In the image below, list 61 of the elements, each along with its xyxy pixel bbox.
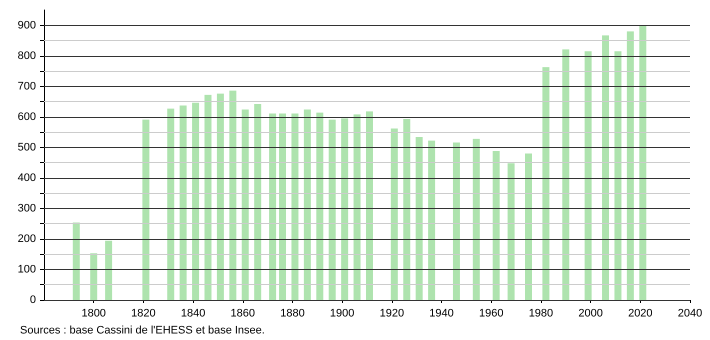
bar <box>584 51 592 300</box>
bar <box>316 112 324 300</box>
bar <box>90 253 98 300</box>
bar <box>291 113 298 300</box>
x-tick-label: 1820 <box>131 308 156 320</box>
x-tick-label: 1940 <box>429 308 454 320</box>
x-tick-label: 2020 <box>628 308 653 320</box>
bar <box>492 151 500 300</box>
bar <box>602 35 610 300</box>
bar <box>354 114 361 300</box>
bar <box>204 94 212 300</box>
x-tick-label: 1980 <box>528 308 554 320</box>
bar <box>192 102 200 300</box>
bar <box>366 111 373 300</box>
y-tick-label: 600 <box>18 110 36 123</box>
bar <box>72 222 80 300</box>
bar <box>105 240 112 300</box>
bar <box>229 90 236 300</box>
bar <box>142 120 150 300</box>
bar <box>614 51 622 300</box>
bar <box>542 67 550 300</box>
bar <box>216 94 224 300</box>
bar <box>562 49 570 300</box>
y-tick-label: 0 <box>30 294 36 306</box>
bar <box>416 136 423 300</box>
y-tick-label: 900 <box>18 19 36 32</box>
y-tick-label: 100 <box>18 263 36 276</box>
x-tick-label: 1920 <box>380 308 404 320</box>
bar <box>341 118 348 300</box>
bar <box>403 118 410 300</box>
bar <box>626 31 634 300</box>
y-tick-label: 400 <box>18 172 36 184</box>
x-tick-label: 1900 <box>330 308 354 320</box>
y-tick-label: 300 <box>18 202 36 214</box>
bar <box>472 138 480 300</box>
y-tick-label: 700 <box>18 80 36 92</box>
y-tick-label: 800 <box>18 50 36 62</box>
bar <box>525 153 532 300</box>
bar <box>508 163 515 300</box>
y-tick-label: 500 <box>18 141 36 154</box>
y-tick-label: 200 <box>18 232 36 245</box>
bar <box>269 113 276 300</box>
x-tick-label: 2040 <box>678 308 702 320</box>
bar <box>328 120 336 300</box>
bar <box>180 106 187 300</box>
source-note: Sources : base Cassini de l'EHESS et base Insee. <box>20 324 265 336</box>
x-tick-label: 2000 <box>578 308 603 320</box>
bar <box>167 108 174 300</box>
bar <box>279 113 286 300</box>
bar <box>390 128 398 300</box>
bar <box>242 110 249 300</box>
bar <box>428 140 436 300</box>
bar <box>304 110 311 300</box>
x-tick-label: 1860 <box>230 308 256 320</box>
x-tick-label: 1840 <box>180 308 206 320</box>
bar <box>639 25 646 300</box>
x-tick-label: 1880 <box>280 308 305 320</box>
x-tick-label: 1960 <box>478 308 504 320</box>
bar <box>452 142 460 300</box>
x-tick-label: 1800 <box>81 308 106 320</box>
bar <box>254 104 262 300</box>
